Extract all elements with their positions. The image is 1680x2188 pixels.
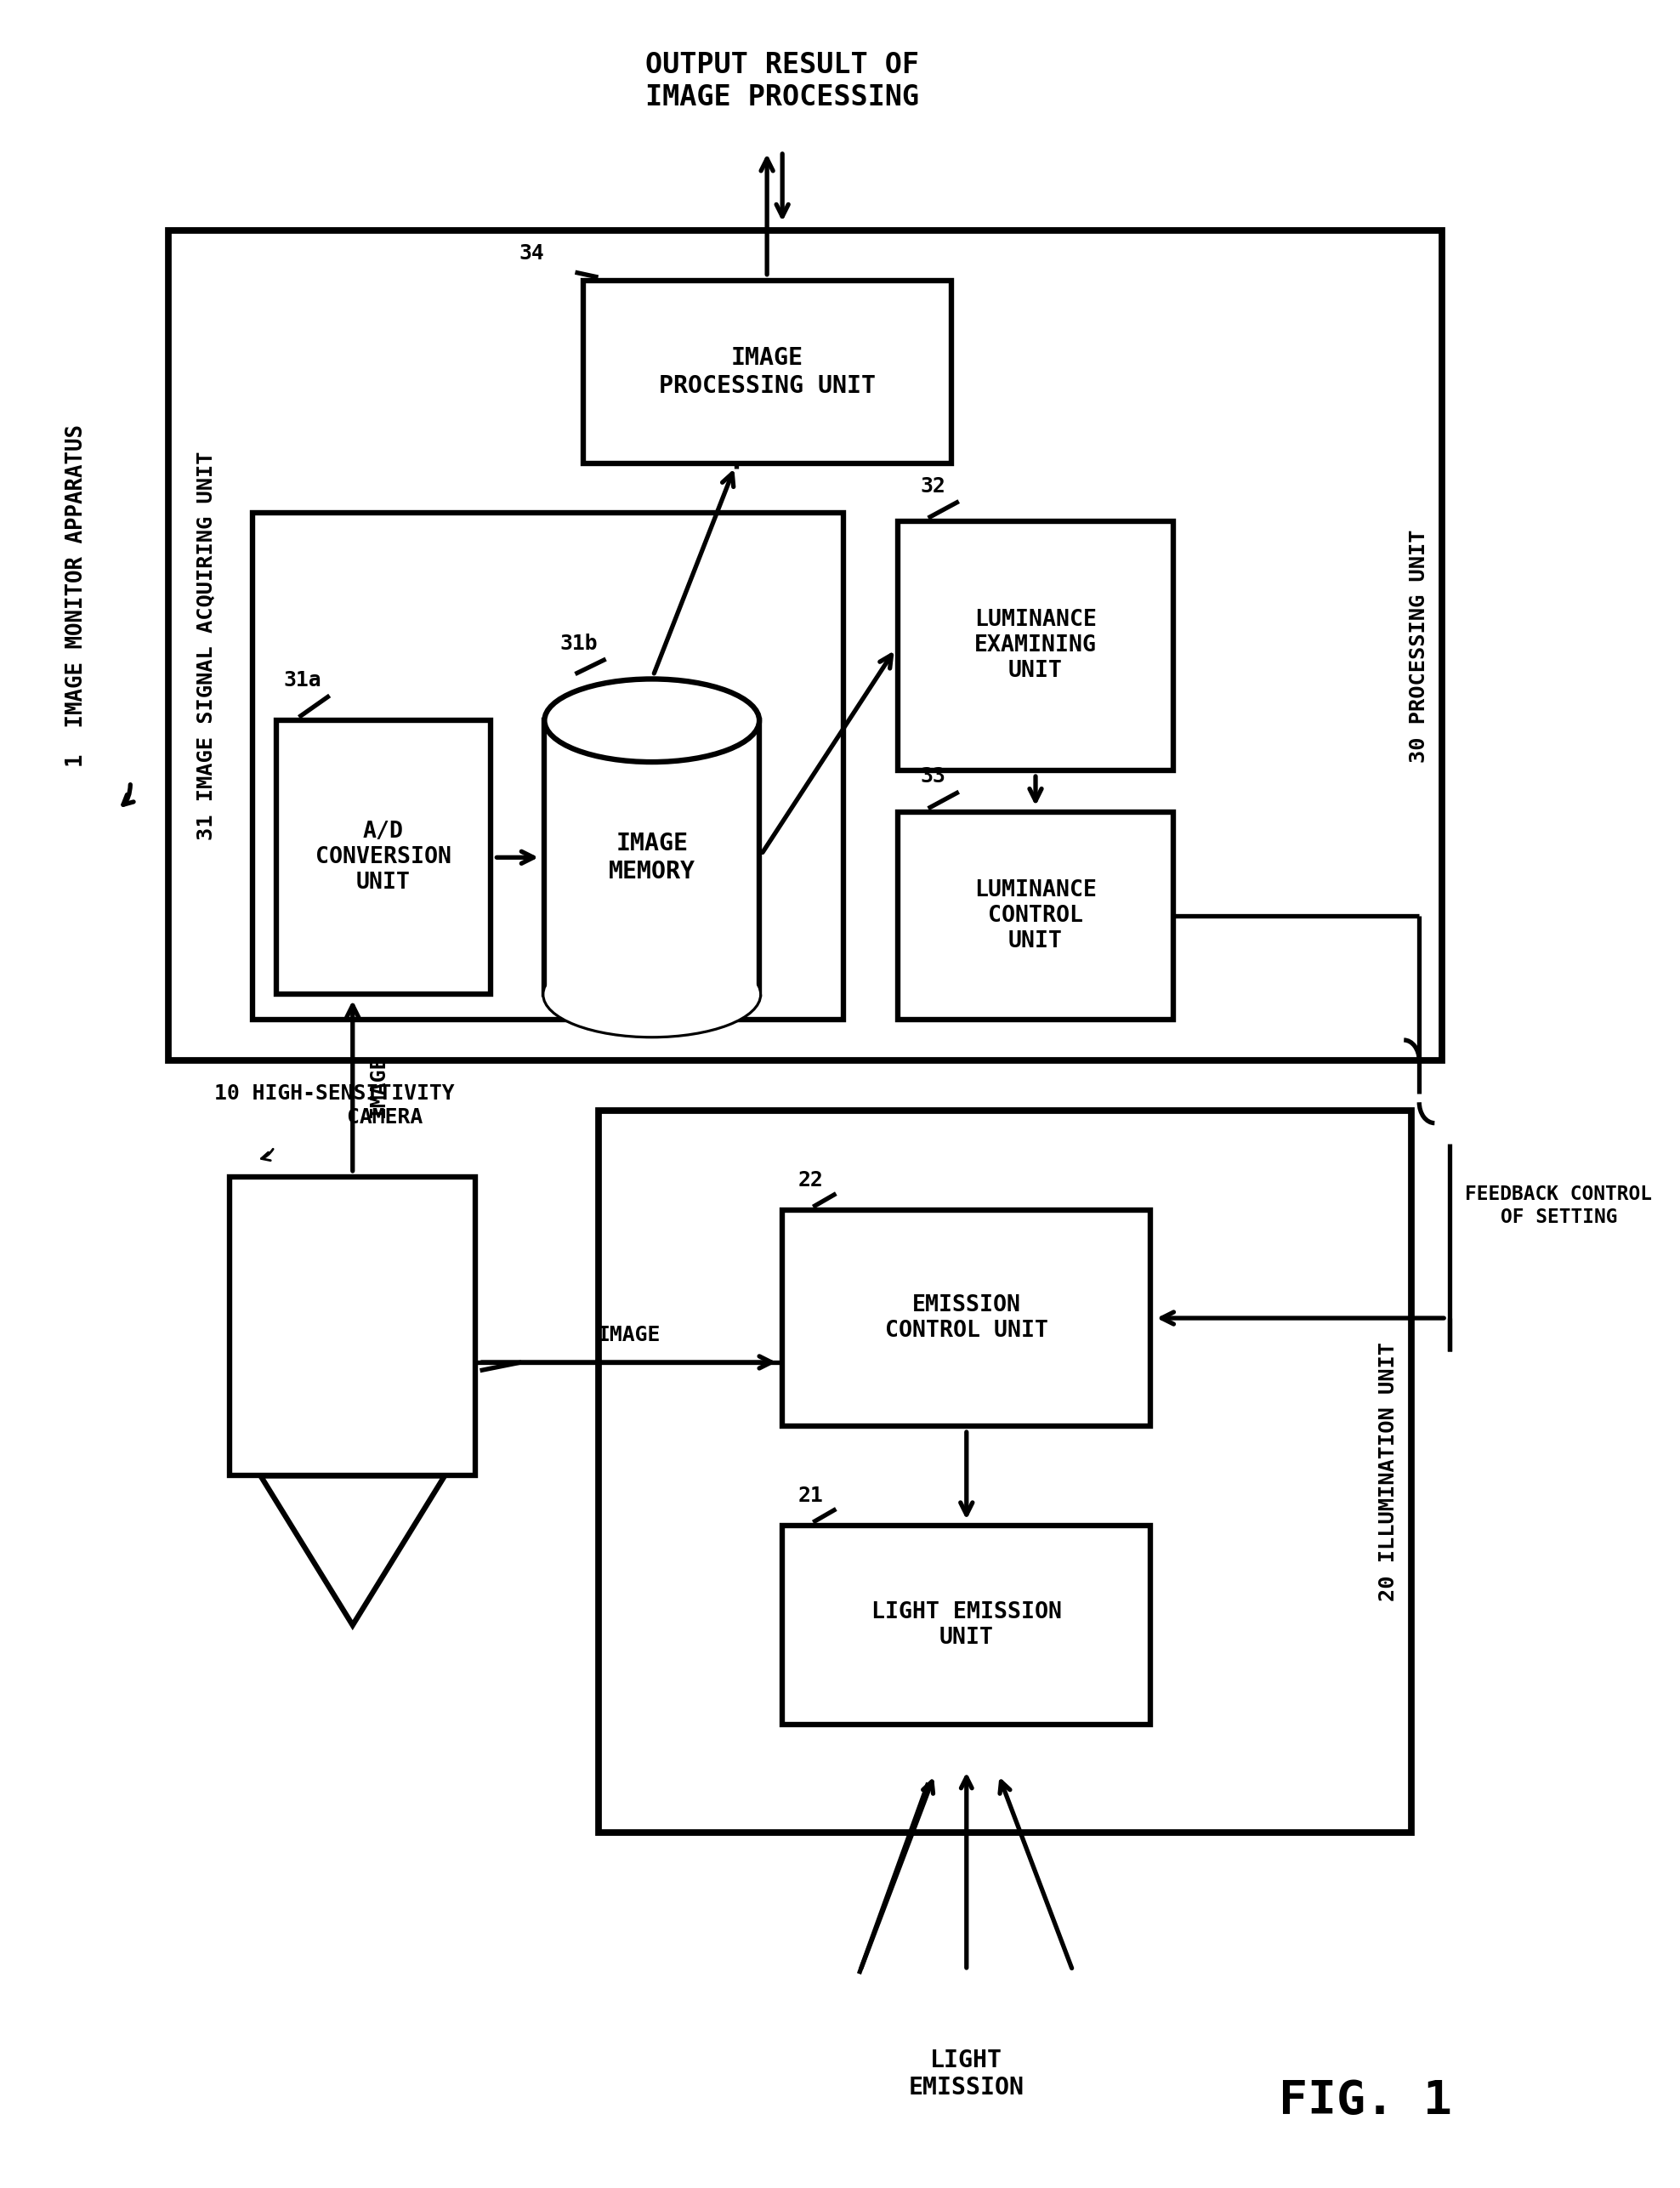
Text: 30 PROCESSING UNIT: 30 PROCESSING UNIT <box>1410 529 1430 761</box>
Text: LIGHT EMISSION
UNIT: LIGHT EMISSION UNIT <box>872 1602 1062 1650</box>
Text: 33: 33 <box>921 766 946 788</box>
Text: OUTPUT RESULT OF
IMAGE PROCESSING: OUTPUT RESULT OF IMAGE PROCESSING <box>645 50 919 112</box>
Text: IMAGE
MEMORY: IMAGE MEMORY <box>608 831 696 884</box>
Bar <box>783 1525 1151 1724</box>
Text: 31b: 31b <box>559 635 598 654</box>
Text: IMAGE
PROCESSING UNIT: IMAGE PROCESSING UNIT <box>659 346 875 398</box>
Text: 31 IMAGE SIGNAL ACQUIRING UNIT: 31 IMAGE SIGNAL ACQUIRING UNIT <box>197 451 217 840</box>
Bar <box>583 280 951 464</box>
Bar <box>254 512 843 1020</box>
Bar <box>276 720 491 993</box>
Text: LUMINANCE
EXAMINING
UNIT: LUMINANCE EXAMINING UNIT <box>974 608 1097 683</box>
Text: 10 HIGH-SENSITIVITY
        CAMERA: 10 HIGH-SENSITIVITY CAMERA <box>215 1083 455 1127</box>
Ellipse shape <box>544 678 759 761</box>
Bar <box>230 1177 475 1475</box>
Text: 31a: 31a <box>284 670 321 691</box>
Text: LIGHT
EMISSION: LIGHT EMISSION <box>909 2048 1025 2100</box>
Text: IMAGE: IMAGE <box>596 1326 660 1346</box>
Bar <box>897 521 1174 770</box>
Text: 34: 34 <box>519 243 544 265</box>
Bar <box>598 1112 1411 1834</box>
Bar <box>544 720 759 993</box>
Bar <box>783 1210 1151 1427</box>
Text: EMISSION
CONTROL UNIT: EMISSION CONTROL UNIT <box>885 1295 1048 1341</box>
Text: IMAGE: IMAGE <box>368 1055 388 1118</box>
Text: FIG. 1: FIG. 1 <box>1278 2079 1452 2122</box>
Text: 1  IMAGE MONITOR APPARATUS: 1 IMAGE MONITOR APPARATUS <box>66 424 87 768</box>
Text: A/D
CONVERSION
UNIT: A/D CONVERSION UNIT <box>316 820 452 895</box>
Text: FEEDBACK CONTROL
OF SETTING: FEEDBACK CONTROL OF SETTING <box>1465 1186 1651 1227</box>
Text: LUMINANCE
CONTROL
UNIT: LUMINANCE CONTROL UNIT <box>974 880 1097 952</box>
Text: 32: 32 <box>921 477 946 497</box>
Bar <box>168 230 1441 1061</box>
Ellipse shape <box>544 954 759 1035</box>
Text: 21: 21 <box>798 1486 823 1505</box>
Text: 22: 22 <box>798 1171 823 1190</box>
Bar <box>897 812 1174 1020</box>
Text: 20 ILLUMINATION UNIT: 20 ILLUMINATION UNIT <box>1378 1341 1399 1602</box>
